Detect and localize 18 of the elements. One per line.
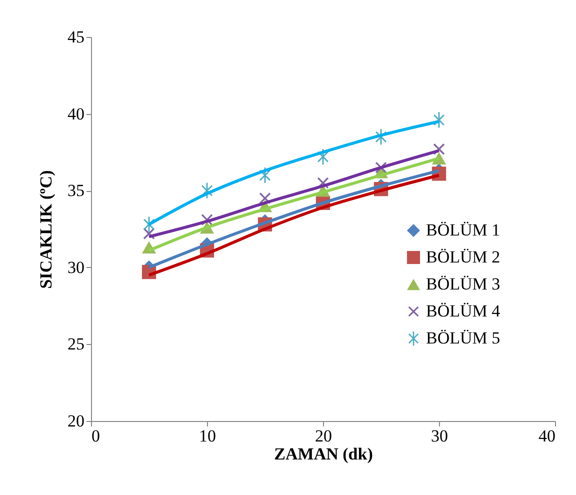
legend-label: BÖLÜM 1 xyxy=(426,220,500,240)
legend-label: BÖLÜM 3 xyxy=(426,274,500,294)
legend-label: BÖLÜM 5 xyxy=(426,328,500,348)
legend-label: BÖLÜM 2 xyxy=(426,248,500,266)
x-tick-label: 20 xyxy=(315,426,332,446)
legend-label: BÖLÜM 4 xyxy=(426,302,501,320)
y-axis-title: SICAKLIK (ºC) xyxy=(36,170,56,289)
y-tick-label: 25 xyxy=(68,334,84,354)
x-tick-label: 40 xyxy=(538,426,556,446)
x-axis-title: ZAMAN (dk) xyxy=(274,444,373,464)
y-tick-label: 20 xyxy=(68,412,84,430)
y-tick-label: 45 xyxy=(68,28,84,46)
y-tick-label: 30 xyxy=(68,258,84,277)
x-tick-label: 0 xyxy=(92,426,100,446)
x-tick-label: 30 xyxy=(431,426,448,446)
x-tick-label: 10 xyxy=(199,426,216,446)
y-tick-label: 35 xyxy=(68,181,84,200)
y-tick-label: 40 xyxy=(68,104,84,124)
